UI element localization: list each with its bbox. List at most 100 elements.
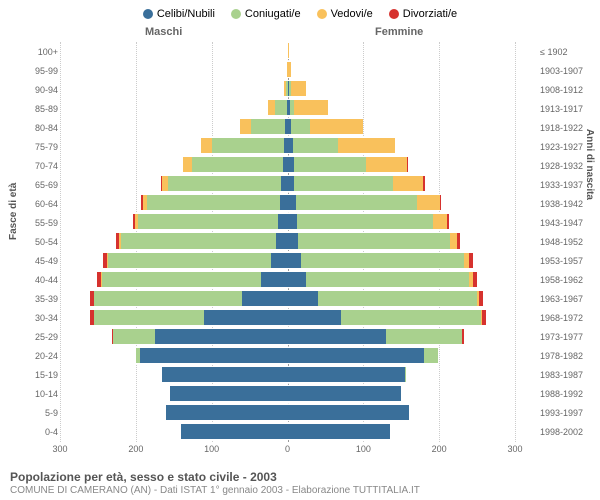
- legend-label: Celibi/Nubili: [157, 8, 215, 20]
- segment-co: [168, 175, 282, 192]
- segment-v: [366, 156, 408, 173]
- segment-c: [162, 366, 287, 383]
- bar-male: [141, 194, 287, 211]
- pyramid-row: [60, 61, 515, 78]
- segment-v: [201, 137, 212, 154]
- segment-v: [338, 137, 395, 154]
- pyramid-row: [60, 137, 515, 154]
- chart-subtitle: COMUNE DI CAMERANO (AN) - Dati ISTAT 1° …: [10, 485, 420, 496]
- segment-c: [261, 271, 288, 288]
- pyramid-row: [60, 118, 515, 135]
- segment-co: [94, 309, 204, 326]
- segment-c: [288, 404, 409, 421]
- segment-co: [306, 271, 469, 288]
- y-tick-birth: 1933-1937: [540, 177, 595, 193]
- y-tick-age: 95-99: [20, 63, 58, 79]
- segment-v: [288, 61, 291, 78]
- bar-male: [161, 175, 288, 192]
- y-tick-birth: 1978-1982: [540, 348, 595, 364]
- segment-d: [482, 309, 487, 326]
- pyramid-row: [60, 42, 515, 59]
- y-tick-age: 75-79: [20, 139, 58, 155]
- y-tick-birth: 1958-1962: [540, 272, 595, 288]
- y-tick-birth: 1908-1912: [540, 82, 595, 98]
- bar-male: [116, 232, 287, 249]
- y-tick-age: 55-59: [20, 215, 58, 231]
- segment-co: [294, 175, 393, 192]
- y-tick-age: 80-84: [20, 120, 58, 136]
- y-tick-birth: 1983-1987: [540, 367, 595, 383]
- segment-d: [440, 194, 442, 211]
- y-tick-age: 60-64: [20, 196, 58, 212]
- segment-d: [479, 290, 484, 307]
- x-axis: 3002001000100200300: [60, 444, 515, 458]
- pyramid-row: [60, 232, 515, 249]
- bar-male: [181, 423, 287, 440]
- bar-male: [201, 137, 287, 154]
- y-tick-birth: 1913-1917: [540, 101, 595, 117]
- segment-c: [271, 252, 288, 269]
- segment-co: [147, 194, 280, 211]
- y-tick-birth: 1923-1927: [540, 139, 595, 155]
- bar-male: [166, 404, 287, 421]
- segment-co: [386, 328, 462, 345]
- segment-v: [240, 118, 251, 135]
- y-axis-right: ≤ 19021903-19071908-19121913-19171918-19…: [540, 42, 595, 442]
- bar-female: [288, 404, 409, 421]
- pyramid-row: [60, 423, 515, 440]
- pyramid-row: [60, 156, 515, 173]
- legend-swatch: [317, 9, 327, 19]
- legend-item: Coniugati/e: [231, 8, 301, 20]
- x-tick: 200: [128, 444, 143, 454]
- legend-swatch: [231, 9, 241, 19]
- segment-v: [310, 118, 363, 135]
- title-block: Popolazione per età, sesso e stato civil…: [10, 470, 420, 496]
- y-tick-age: 15-19: [20, 367, 58, 383]
- segment-co: [102, 271, 261, 288]
- segment-c: [276, 232, 287, 249]
- bar-female: [288, 99, 329, 116]
- segment-c: [155, 328, 288, 345]
- pyramid-row: [60, 290, 515, 307]
- legend-item: Vedovi/e: [317, 8, 373, 20]
- legend-swatch: [389, 9, 399, 19]
- segment-c: [166, 404, 287, 421]
- y-tick-birth: 1998-2002: [540, 424, 595, 440]
- bar-female: [288, 80, 306, 97]
- segment-d: [447, 213, 449, 230]
- legend-label: Coniugati/e: [245, 8, 301, 20]
- segment-c: [278, 213, 287, 230]
- bar-female: [288, 61, 291, 78]
- legend-item: Divorziati/e: [389, 8, 457, 20]
- x-tick: 300: [507, 444, 522, 454]
- segment-d: [407, 156, 408, 173]
- segment-c: [288, 328, 387, 345]
- legend-swatch: [143, 9, 153, 19]
- y-tick-age: 5-9: [20, 405, 58, 421]
- segment-c: [288, 347, 425, 364]
- segment-co: [296, 194, 417, 211]
- y-tick-birth: 1903-1907: [540, 63, 595, 79]
- legend-item: Celibi/Nubili: [143, 8, 215, 20]
- y-tick-birth: 1928-1932: [540, 158, 595, 174]
- bar-female: [288, 290, 484, 307]
- y-tick-age: 35-39: [20, 291, 58, 307]
- bar-female: [288, 309, 487, 326]
- segment-c: [288, 252, 302, 269]
- segment-co: [294, 156, 366, 173]
- segment-c: [288, 175, 295, 192]
- segment-d: [457, 232, 460, 249]
- segment-co: [293, 137, 339, 154]
- segment-co: [291, 118, 310, 135]
- y-tick-age: 10-14: [20, 386, 58, 402]
- bar-female: [288, 137, 396, 154]
- segment-co: [121, 232, 276, 249]
- segment-co: [318, 290, 477, 307]
- y-tick-birth: ≤ 1902: [540, 44, 595, 60]
- segment-co: [113, 328, 155, 345]
- y-tick-birth: 1968-1972: [540, 310, 595, 326]
- pyramid-row: [60, 175, 515, 192]
- bar-male: [183, 156, 288, 173]
- segment-v: [291, 80, 306, 97]
- segment-c: [288, 385, 402, 402]
